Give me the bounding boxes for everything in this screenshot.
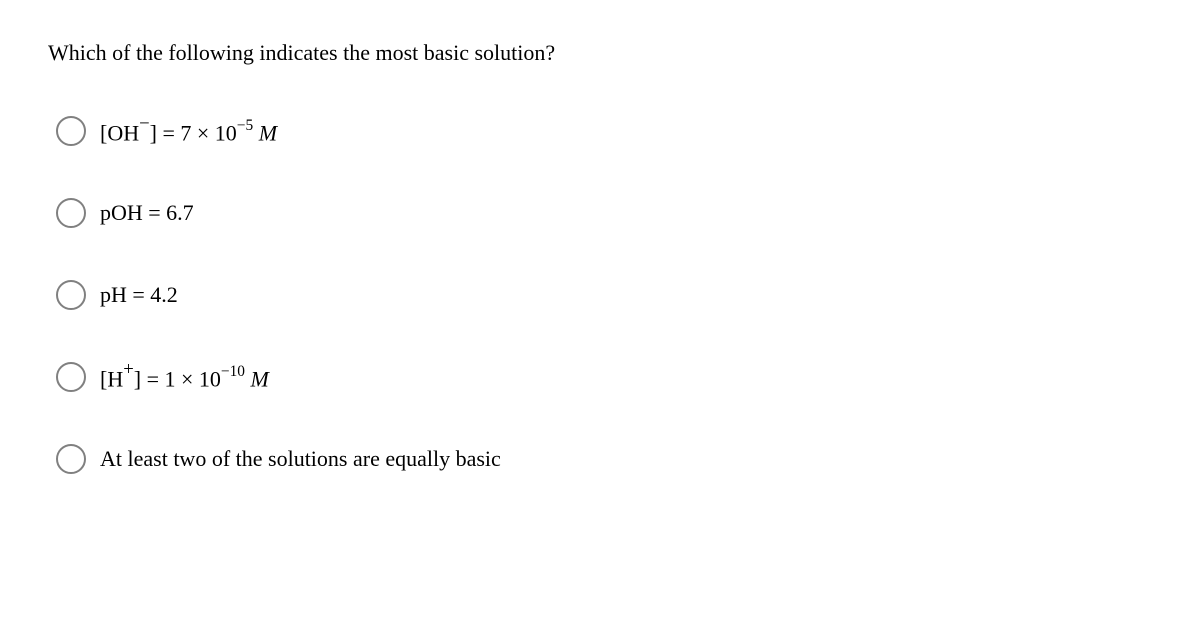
- radio-button[interactable]: [56, 198, 86, 228]
- option-text-mid: ] = 1 × 10: [134, 366, 221, 391]
- option-3[interactable]: pH = 4.2: [56, 280, 1152, 310]
- question-text: Which of the following indicates the mos…: [48, 40, 1152, 66]
- radio-button[interactable]: [56, 362, 86, 392]
- options-list: [OH−] = 7 × 10−5 M pOH = 6.7 pH = 4.2 [H…: [48, 116, 1152, 474]
- radio-button[interactable]: [56, 280, 86, 310]
- option-label: [H+] = 1 × 10−10 M: [100, 364, 269, 390]
- option-label: [OH−] = 7 × 10−5 M: [100, 118, 277, 144]
- option-label: pOH = 6.7: [100, 202, 194, 224]
- option-2[interactable]: pOH = 6.7: [56, 198, 1152, 228]
- option-4[interactable]: [H+] = 1 × 10−10 M: [56, 362, 1152, 392]
- option-5[interactable]: At least two of the solutions are equall…: [56, 444, 1152, 474]
- option-label: pH = 4.2: [100, 284, 178, 306]
- charge-superscript: +: [123, 359, 134, 380]
- unit: M: [253, 120, 277, 145]
- option-text-mid: ] = 7 × 10: [150, 120, 237, 145]
- radio-button[interactable]: [56, 444, 86, 474]
- exponent-superscript: −5: [237, 117, 253, 134]
- option-label: At least two of the solutions are equall…: [100, 448, 501, 470]
- option-text-pre: [OH: [100, 120, 139, 145]
- radio-button[interactable]: [56, 116, 86, 146]
- exponent-superscript: −10: [221, 363, 245, 380]
- option-1[interactable]: [OH−] = 7 × 10−5 M: [56, 116, 1152, 146]
- option-text-pre: [H: [100, 366, 123, 391]
- unit: M: [245, 366, 269, 391]
- charge-superscript: −: [139, 113, 150, 134]
